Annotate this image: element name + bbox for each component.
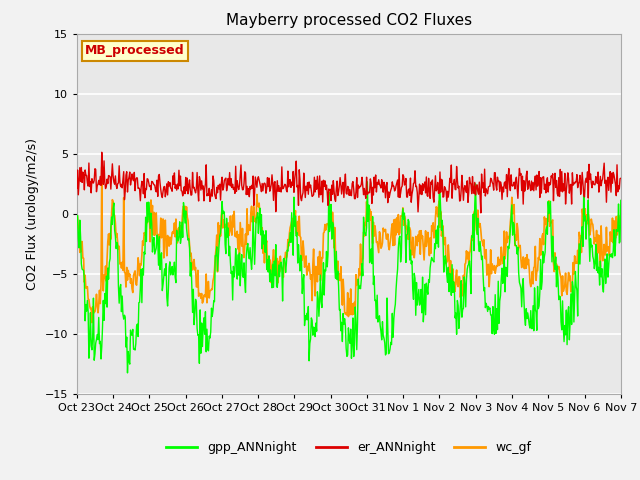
Text: MB_processed: MB_processed xyxy=(85,44,184,58)
Title: Mayberry processed CO2 Fluxes: Mayberry processed CO2 Fluxes xyxy=(226,13,472,28)
Legend: gpp_ANNnight, er_ANNnight, wc_gf: gpp_ANNnight, er_ANNnight, wc_gf xyxy=(161,436,536,459)
Y-axis label: CO2 Flux (urology/m2/s): CO2 Flux (urology/m2/s) xyxy=(26,138,39,289)
